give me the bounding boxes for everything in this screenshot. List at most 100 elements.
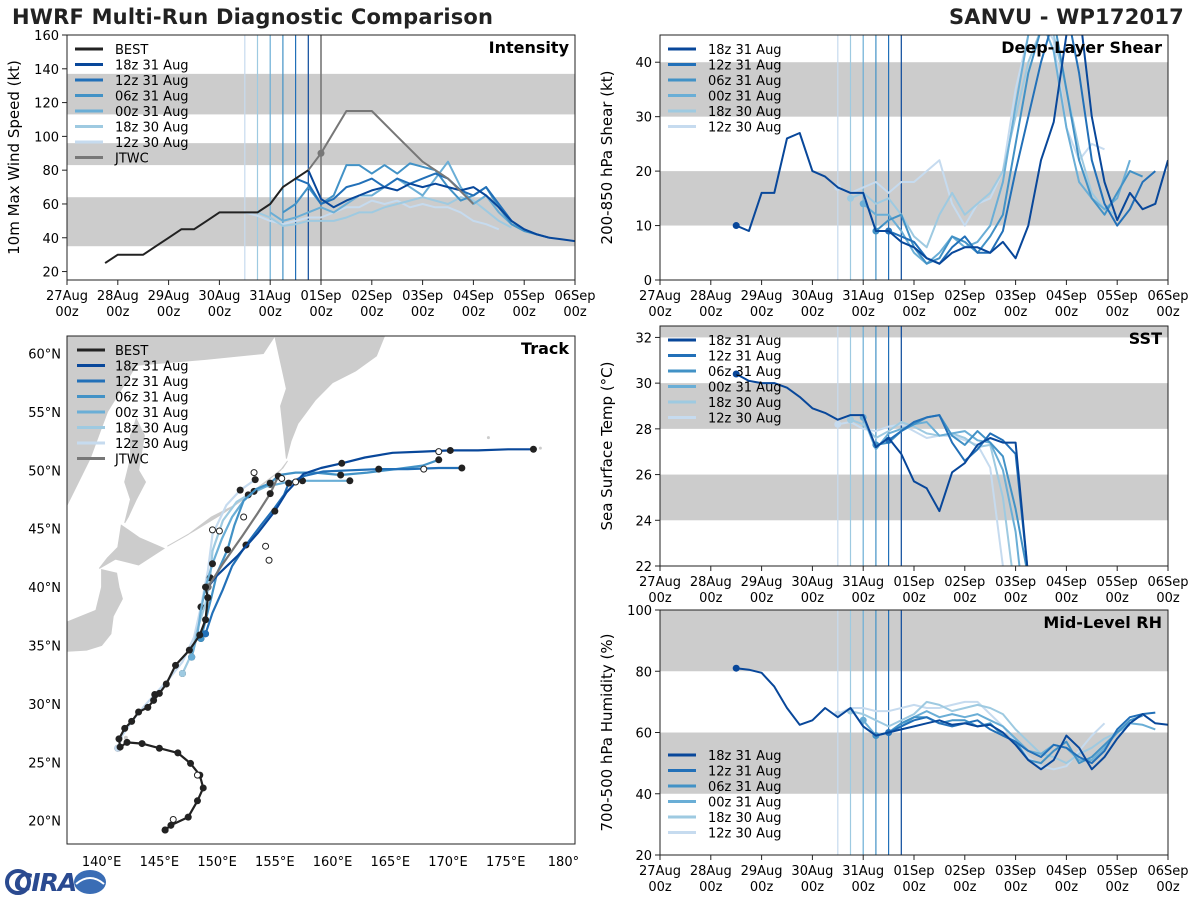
track-frame bbox=[66, 335, 576, 845]
sst-ytick-label: 24 bbox=[635, 514, 652, 529]
track-legend-label: 12z 30 Aug bbox=[115, 437, 189, 452]
track-marker-18z-31-aug bbox=[271, 507, 279, 515]
rh-xtick-label: 01Sep bbox=[893, 864, 934, 879]
rh-xtick-label: 04Sep bbox=[1046, 864, 1087, 879]
track-series-12z-31-aug bbox=[204, 466, 462, 635]
track-open-marker bbox=[435, 448, 443, 456]
track-marker-best bbox=[155, 689, 163, 697]
track-marker-06z-31-aug bbox=[266, 479, 274, 487]
sst-xtick-label: 03Sep bbox=[995, 575, 1036, 590]
rh-xtick-label: 00z bbox=[699, 880, 723, 895]
shear-ytick-label: 0 bbox=[644, 274, 652, 289]
land-hokkaido bbox=[98, 524, 166, 569]
track-title: Track bbox=[521, 339, 569, 358]
shear-xtick-label: 00z bbox=[953, 305, 977, 320]
intensity-xtick-label: 05Sep bbox=[504, 289, 545, 304]
shear-legend-label: 06z 31 Aug bbox=[708, 74, 782, 89]
rh-xtick-label: 00z bbox=[1106, 880, 1130, 895]
rh-xtick-label: 00z bbox=[750, 880, 774, 895]
shear-ytick-label: 30 bbox=[635, 111, 652, 126]
sst-xtick-label: 28Aug bbox=[690, 575, 732, 590]
shear-legend-label: 18z 30 Aug bbox=[708, 105, 782, 120]
rh-xtick-label: 00z bbox=[801, 880, 825, 895]
sst-series-18z-30-aug bbox=[850, 418, 1013, 566]
shear-ylabel: 200-850 hPa Shear (kt) bbox=[598, 71, 616, 245]
track-marker-best bbox=[174, 749, 182, 757]
track-legend-label: 18z 30 Aug bbox=[115, 422, 189, 437]
shear-series-06z-31-aug bbox=[875, 35, 1143, 265]
intensity-ytick-label: 160 bbox=[34, 29, 59, 44]
track-marker-00z-31-aug bbox=[346, 477, 354, 485]
track-legend-label: 12z 31 Aug bbox=[115, 375, 189, 390]
intensity-xtick-label: 00z bbox=[309, 305, 333, 320]
track-marker-best bbox=[128, 717, 136, 725]
shear-legend-label: 12z 31 Aug bbox=[708, 59, 782, 74]
shear-xtick-label: 00z bbox=[902, 305, 926, 320]
track-open-marker bbox=[262, 542, 270, 550]
shear-legend-label: 12z 30 Aug bbox=[708, 121, 782, 136]
sst-legend-label: 18z 31 Aug bbox=[708, 334, 782, 349]
intensity-legend-label: 00z 31 Aug bbox=[115, 105, 189, 120]
intensity-series-jtwc bbox=[307, 110, 475, 205]
sst-xtick-label: 06Sep bbox=[1147, 575, 1188, 590]
track-marker-best bbox=[172, 661, 180, 669]
shear-xtick-label: 04Sep bbox=[1046, 289, 1087, 304]
rh-ytick-label: 80 bbox=[635, 665, 652, 680]
rh-xtick-label: 06Sep bbox=[1147, 864, 1188, 879]
track-open-marker bbox=[278, 474, 286, 482]
track-marker-best bbox=[121, 724, 129, 732]
sst-ytick-label: 28 bbox=[635, 423, 652, 438]
track-marker-12z-31-aug bbox=[458, 464, 466, 472]
shear-init-marker bbox=[859, 200, 867, 208]
shear-xtick-label: 01Sep bbox=[893, 289, 934, 304]
track-marker-best bbox=[202, 616, 210, 624]
track-ytick-label: 25°N bbox=[28, 756, 61, 771]
track-open-marker bbox=[292, 478, 300, 486]
sst-xtick-label: 30Aug bbox=[791, 575, 833, 590]
sst-series-12z-30-aug bbox=[837, 421, 1004, 566]
track-ytick-label: 35°N bbox=[28, 639, 61, 654]
track-xtick-label: 155°E bbox=[255, 855, 295, 870]
sst-xtick-label: 00z bbox=[801, 591, 825, 606]
intensity-ytick-label: 120 bbox=[34, 97, 59, 112]
intensity-legend-label: JTWC bbox=[114, 152, 149, 167]
land-honshu bbox=[67, 568, 123, 652]
rh-init-marker bbox=[859, 716, 867, 724]
rh-band-0 bbox=[660, 732, 1168, 794]
rh-xtick-label: 30Aug bbox=[791, 864, 833, 879]
intensity-xtick-label: 00z bbox=[106, 305, 130, 320]
track-start-12z-31-aug bbox=[202, 630, 210, 638]
sst-legend-label: 00z 31 Aug bbox=[708, 381, 782, 396]
shear-xtick-label: 00z bbox=[1055, 305, 1079, 320]
track-marker-12z-30-aug bbox=[236, 486, 244, 494]
track-series-18z-31-aug bbox=[207, 448, 534, 588]
rh-xtick-label: 31Aug bbox=[842, 864, 884, 879]
intensity-xtick-label: 00z bbox=[563, 305, 587, 320]
track-xtick-label: 165°E bbox=[371, 855, 411, 870]
storm-id-title: SANVU - WP172017 bbox=[948, 5, 1184, 29]
track-open-marker bbox=[420, 465, 428, 473]
track-xtick-label: 140°E bbox=[82, 855, 122, 870]
rh-xtick-label: 00z bbox=[1156, 880, 1180, 895]
sst-xtick-label: 00z bbox=[852, 591, 876, 606]
track-marker-18z-31-aug bbox=[338, 459, 346, 467]
track-open-marker bbox=[193, 771, 201, 779]
track-marker-best bbox=[138, 740, 146, 748]
sst-ylabel: Sea Surface Temp (°C) bbox=[598, 361, 616, 530]
track-marker-jtwc bbox=[266, 490, 274, 498]
track-open-marker bbox=[250, 469, 258, 477]
sst-xtick-label: 04Sep bbox=[1046, 575, 1087, 590]
land-bonin bbox=[123, 735, 128, 740]
rh-xtick-label: 03Sep bbox=[995, 864, 1036, 879]
track-xtick-label: 180° bbox=[548, 855, 579, 870]
intensity-xtick-label: 00z bbox=[208, 305, 232, 320]
track-marker-best bbox=[150, 696, 158, 704]
track-marker-06z-31-aug bbox=[223, 546, 231, 554]
track-series-06z-31-aug bbox=[199, 458, 440, 639]
track-legend-label: 18z 31 Aug bbox=[115, 360, 189, 375]
land-kurils bbox=[167, 460, 288, 547]
intensity-legend-label: 18z 31 Aug bbox=[115, 59, 189, 74]
intensity-panel: 2040608010012014016027Aug00z28Aug00z29Au… bbox=[5, 29, 596, 320]
track-marker-best bbox=[199, 784, 207, 792]
